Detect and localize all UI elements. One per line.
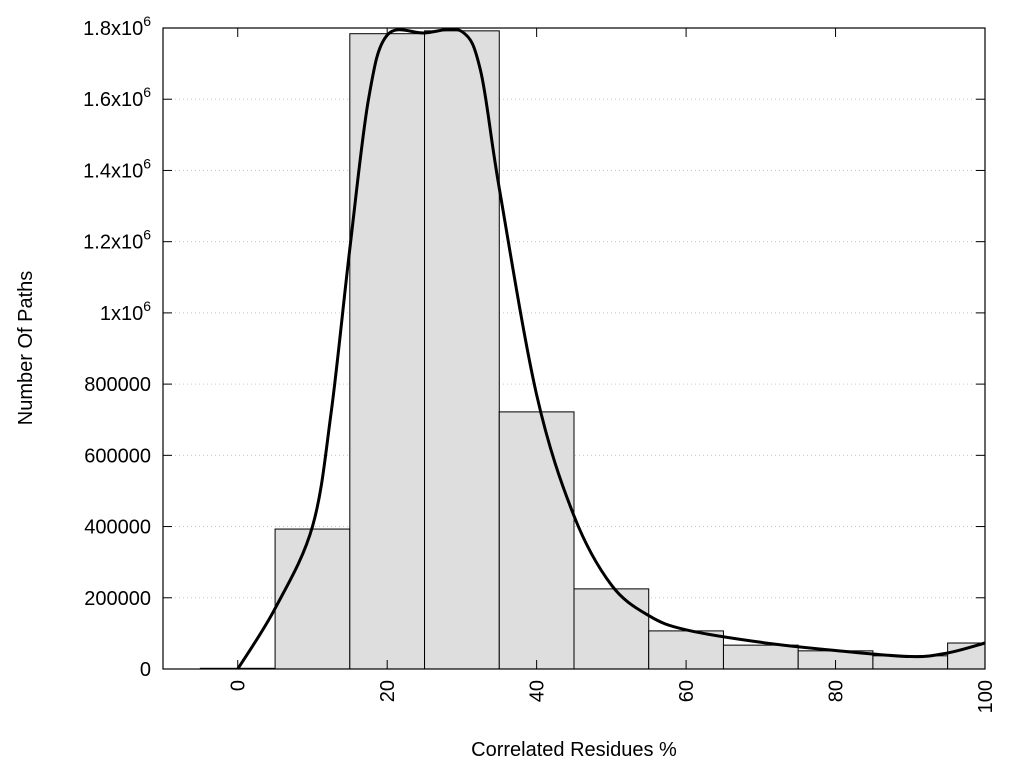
y-tick-label: 1.2x106: [83, 227, 151, 254]
y-tick-label: 200000: [84, 588, 151, 610]
bars: [199, 30, 986, 670]
x-axis-label: Correlated Residues %: [471, 739, 677, 761]
y-tick-label: 1x106: [100, 298, 151, 325]
x-tick-label: 100: [975, 680, 997, 713]
bar: [573, 588, 650, 670]
y-axis-label: Number Of Paths: [15, 271, 37, 426]
y-axis-ticks: 0 200000 400000 600000 800000 1x106 1.2x106 1.4…: [83, 13, 985, 681]
y-tick-label: 1.6x106: [83, 84, 151, 111]
y-tick-label: 400000: [84, 517, 151, 539]
y-tick-label: 1.4x106: [83, 155, 151, 182]
y-tick-label: 1.8x106: [83, 13, 151, 40]
y-tick-label: 0: [140, 659, 151, 681]
bar: [424, 30, 500, 670]
x-tick-label: 0: [228, 680, 250, 691]
bar: [722, 644, 799, 670]
x-tick-label: 60: [676, 680, 698, 702]
bar: [349, 33, 426, 670]
y-tick-label: 600000: [84, 445, 151, 467]
gridlines: [163, 98, 985, 599]
x-axis-ticks: 0 20 40 60 80 100: [228, 28, 997, 713]
bar: [274, 528, 351, 670]
x-tick-label: 80: [826, 680, 848, 702]
x-tick-label: 40: [527, 680, 549, 702]
plot-frame: [162, 27, 986, 670]
x-tick-label: 20: [377, 680, 399, 702]
bar: [498, 411, 575, 670]
y-tick-label: 800000: [84, 374, 151, 396]
density-curve: [236, 27, 986, 670]
